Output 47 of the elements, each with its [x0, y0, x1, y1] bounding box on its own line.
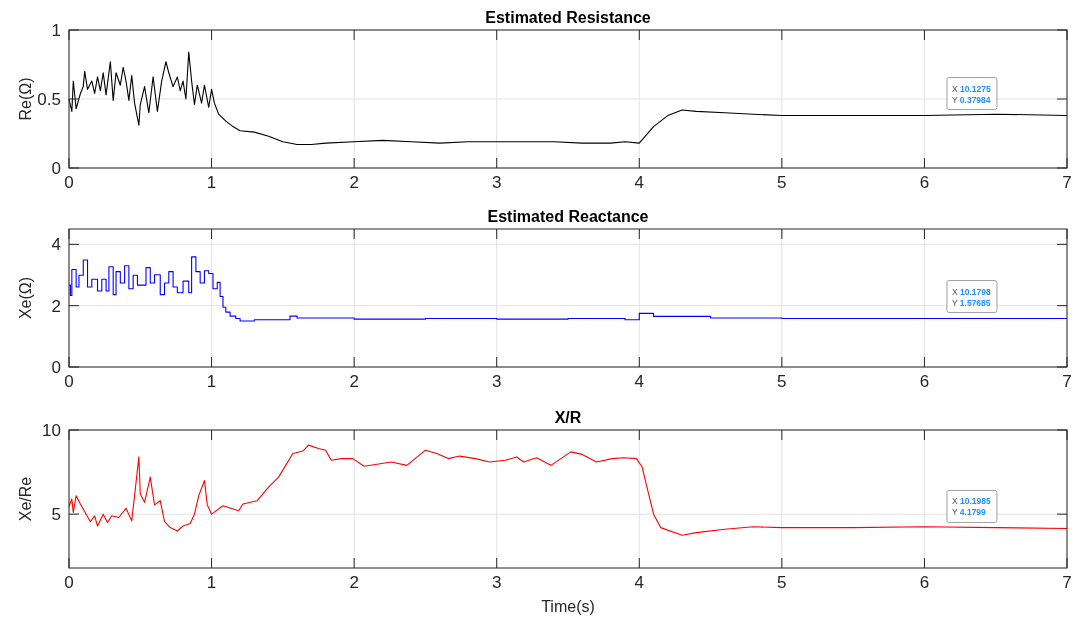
x-tick-label: 3 [491, 372, 502, 391]
y-axis-title: Xe/Re [17, 476, 34, 522]
y-axis-title: Xe(Ω) [17, 276, 34, 320]
chart-title: X/R [554, 409, 582, 426]
x-tick-label: 5 [777, 573, 787, 592]
y-tick-label: 2 [51, 296, 61, 316]
x-tick-label: 1 [206, 573, 217, 592]
y-tick-label: 0 [51, 357, 61, 377]
x-tick-label: 4 [634, 372, 645, 391]
x-tick-label: 7 [1062, 173, 1072, 192]
y-axis-title: Re(Ω) [17, 77, 34, 121]
annotation: Y 1.57685 [951, 297, 991, 308]
x-tick-label: 3 [491, 573, 502, 592]
x-tick-label: 5 [777, 173, 787, 192]
x-axis-title: Time(s) [541, 598, 595, 615]
x-tick-label: 3 [491, 173, 502, 192]
x-tick-label: 2 [349, 372, 359, 391]
chart-title: Estimated Resistance [485, 9, 651, 26]
x-tick-label: 0 [64, 372, 74, 391]
x-tick-label: 7 [1062, 372, 1072, 391]
x-tick-label: 1 [206, 173, 217, 192]
x-tick-label: 6 [919, 173, 930, 192]
x-tick-label: 2 [349, 173, 359, 192]
line-series [68, 51, 1068, 146]
line-series [68, 444, 1068, 536]
annotation: Y 4.1799 [951, 507, 987, 518]
y-tick-label: 10 [42, 420, 61, 440]
x-tick-label: 5 [777, 372, 787, 391]
annotation: Y 0.37984 [951, 94, 991, 105]
x-tick-label: 1 [206, 372, 217, 391]
x-tick-label: 0 [64, 173, 74, 192]
y-tick-label: 0 [51, 158, 61, 178]
chart-title: Estimated Reactance [487, 208, 649, 225]
annotation: X 10.1985 [951, 496, 991, 507]
x-tick-label: 6 [919, 372, 930, 391]
x-tick-label: 4 [634, 173, 645, 192]
y-tick-label: 0.5 [37, 89, 61, 109]
x-tick-label: 4 [634, 573, 645, 592]
x-tick-label: 2 [349, 573, 359, 592]
annotation: X 10.1798 [951, 286, 991, 297]
y-tick-label: 1 [51, 20, 61, 40]
y-tick-label: 5 [51, 505, 61, 525]
y-tick-label: 4 [51, 235, 61, 255]
annotation: X 10.1275 [951, 83, 991, 94]
x-tick-label: 7 [1062, 573, 1072, 592]
x-tick-label: 0 [64, 573, 74, 592]
x-tick-label: 6 [919, 573, 930, 592]
